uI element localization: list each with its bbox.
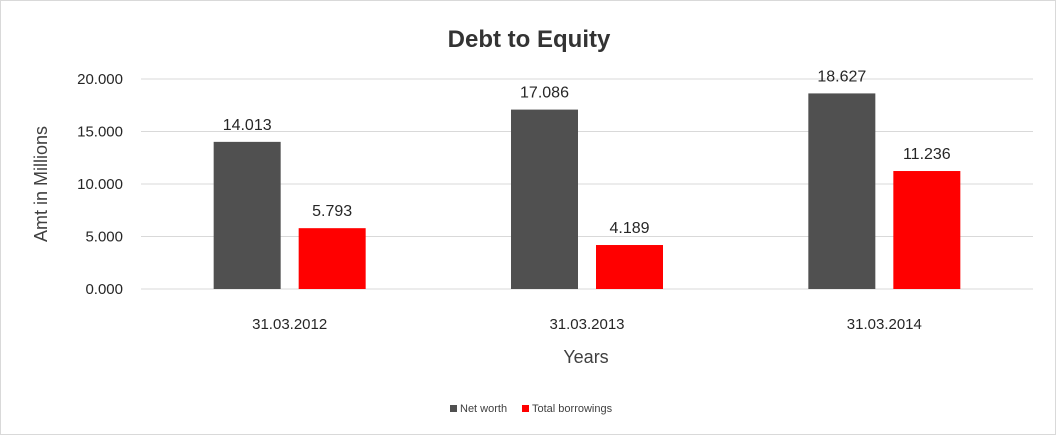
x-axis-title: Years <box>563 347 608 367</box>
bar-net-worth <box>511 109 578 289</box>
legend-label: Total borrowings <box>532 403 613 415</box>
y-axis-ticks: 0.000 5.000 10.000 15.000 20.000 <box>77 71 123 298</box>
legend-label: Net worth <box>460 403 507 415</box>
x-tick-label: 31.03.2014 <box>847 316 922 333</box>
chart-title: Debt to Equity <box>448 26 611 53</box>
data-label: 18.627 <box>817 68 866 85</box>
bar-total-borrowings <box>596 245 663 289</box>
y-tick-label: 0.000 <box>85 281 123 298</box>
y-axis-title: Amt in Millions <box>31 126 51 242</box>
gridlines <box>141 78 1033 290</box>
legend-swatch <box>522 405 529 412</box>
data-label: 4.189 <box>609 220 649 237</box>
bar-total-borrowings <box>893 171 961 289</box>
bar-net-worth <box>213 141 281 289</box>
bar-total-borrowings <box>298 228 366 289</box>
y-tick-label: 20.000 <box>77 71 123 88</box>
legend-swatch <box>450 405 457 412</box>
data-label: 11.236 <box>903 146 951 163</box>
legend: Net worth Total borrowings <box>450 403 613 415</box>
y-tick-label: 5.000 <box>85 229 123 246</box>
y-tick-label: 15.000 <box>77 124 123 141</box>
data-label: 5.793 <box>312 203 352 220</box>
x-tick-label: 31.03.2012 <box>252 316 327 333</box>
data-label: 17.086 <box>520 85 569 102</box>
bars <box>213 93 961 289</box>
data-labels: 14.013 5.793 17.086 4.189 18.627 11.236 <box>223 68 951 237</box>
y-tick-label: 10.000 <box>77 176 123 193</box>
bar-net-worth <box>808 93 876 289</box>
data-label: 14.013 <box>223 117 272 134</box>
x-tick-label: 31.03.2013 <box>549 316 624 333</box>
x-axis-ticks: 31.03.2012 31.03.2013 31.03.2014 <box>252 316 922 333</box>
